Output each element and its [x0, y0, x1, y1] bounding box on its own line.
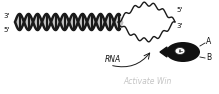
Text: 3': 3': [176, 23, 182, 29]
Text: B: B: [206, 53, 211, 63]
Ellipse shape: [166, 42, 200, 62]
Text: 5': 5': [176, 7, 182, 13]
Text: 5': 5': [3, 27, 9, 33]
Ellipse shape: [175, 47, 185, 55]
Text: RNA: RNA: [105, 55, 121, 64]
Text: A: A: [206, 38, 211, 47]
Polygon shape: [160, 47, 167, 57]
Text: 3': 3': [3, 13, 9, 19]
Text: Activate Win: Activate Win: [124, 77, 172, 86]
